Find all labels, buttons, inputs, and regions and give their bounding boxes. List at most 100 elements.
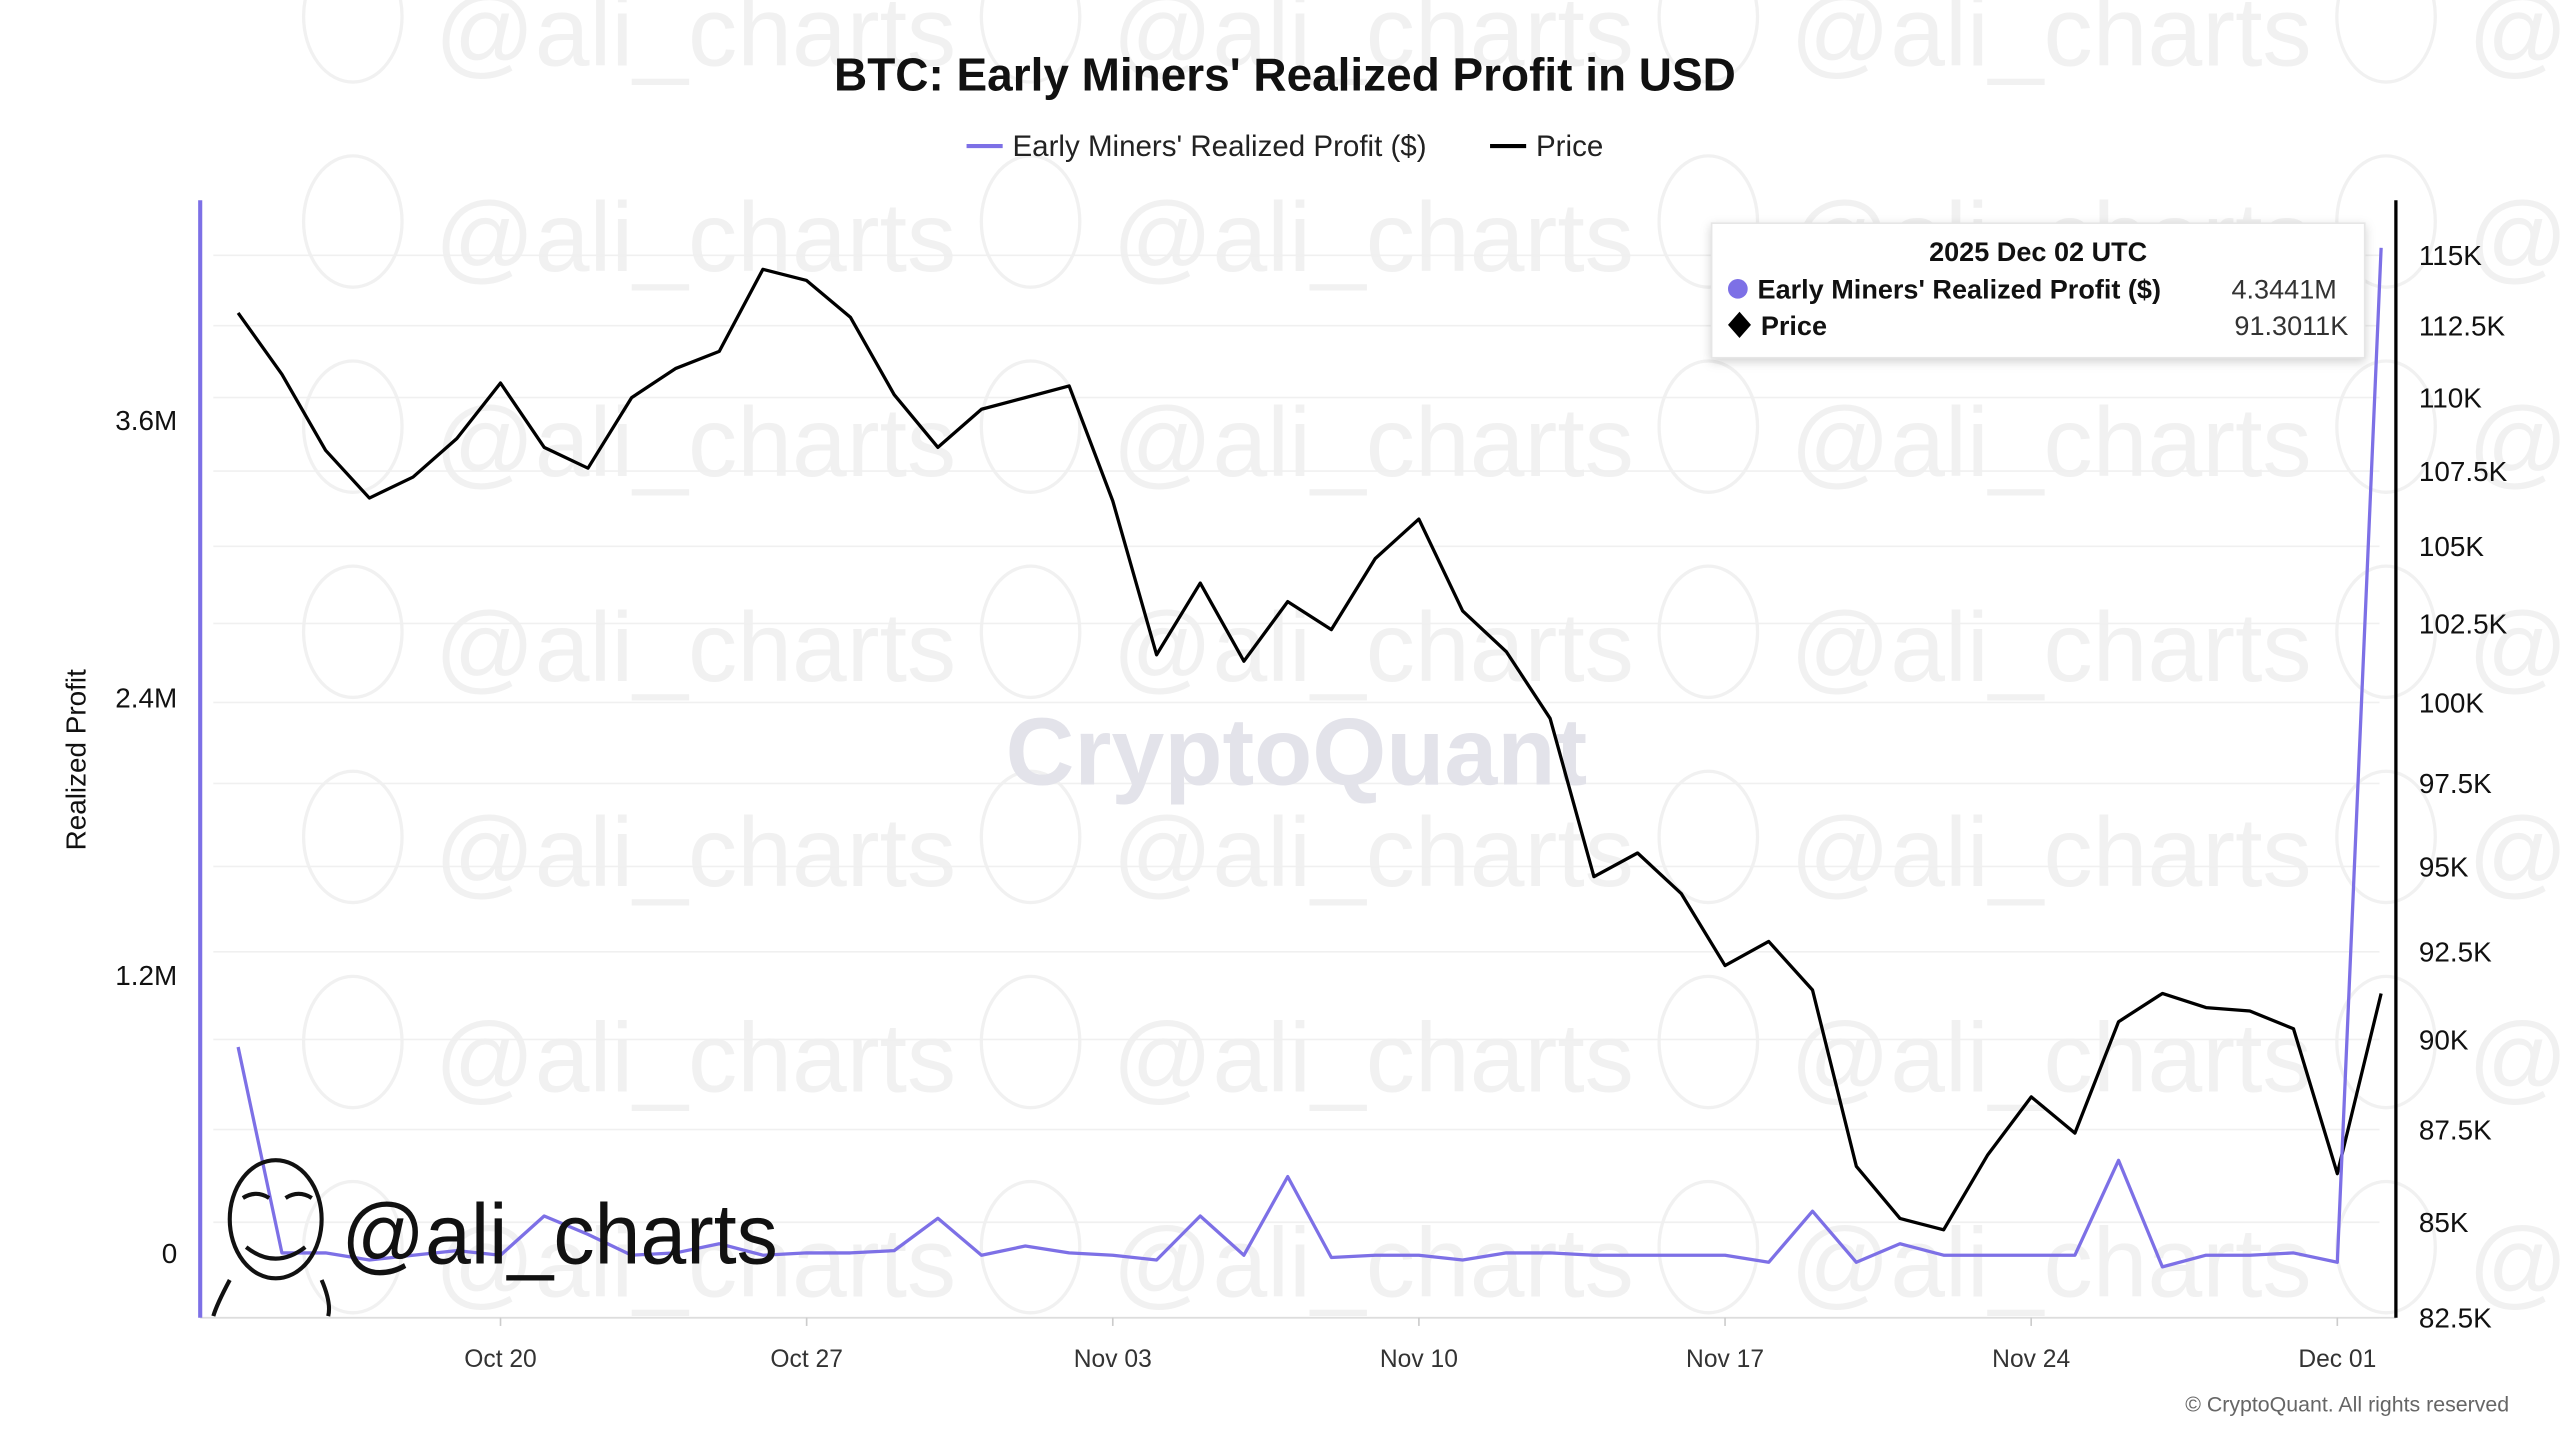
series-line-price [236,267,2383,1232]
watermark-face [979,564,1082,700]
x-tick-label: Nov 17 [1686,1346,1764,1373]
watermark-face [979,769,1082,905]
y-left-tick-label: 1.2M [115,960,177,991]
watermark-face [1657,564,1760,700]
tooltip-label-profit: Early Miners' Realized Profit ($) [1758,274,2161,305]
y-right-tick-label: 90K [2419,1024,2469,1055]
watermark-face [1657,359,1760,494]
watermark-face [301,359,404,494]
watermark-face [979,1179,1082,1315]
watermark-face [301,154,404,289]
watermark-text: @ali_charts [1790,797,2311,907]
watermark-face [2335,564,2437,700]
face-illustration [211,1158,332,1317]
watermark-face [2335,769,2437,905]
watermark-face [1657,769,1760,905]
watermark-face [301,769,404,905]
watermark-face [2335,359,2437,494]
y-right-tick-label: 82.5K [2419,1303,2492,1334]
watermark-text: @ali_charts [435,1207,956,1317]
tooltip-label-price: Price [1761,310,1827,341]
watermark-face [979,0,1082,84]
ali-charts-logo: @ali_charts [211,1158,778,1317]
watermark-text: @ali_charts [1790,387,2311,497]
watermark-face [2335,974,2437,1110]
watermark-face [301,564,404,700]
y-right-tick-label: 115K [2419,240,2482,271]
watermark-text: @ali_charts [1790,0,2311,87]
y-right-tick-label: 87.5K [2419,1114,2492,1145]
watermark-text: @ali_charts [435,387,956,497]
tooltip-date: 2025 Dec 02 UTC [1929,236,2147,267]
copyright: © CryptoQuant. All rights reserved [2185,1392,2509,1416]
legend-label-price: Price [1536,130,1603,163]
y-right-tick-label: 107.5K [2419,456,2508,487]
x-tick-label: Oct 20 [464,1346,537,1373]
y-left-tick-label: 2.4M [115,683,177,714]
watermark-face [1657,0,1760,84]
watermark-face [301,0,404,84]
watermark-text: @ali_charts [435,1002,956,1112]
watermark-text: @ali_charts [435,797,956,907]
watermark-text: @ali_charts [1113,1002,1634,1112]
watermark-text: @ali_charts [2468,387,2560,497]
watermark-text: @ali_charts [1113,387,1634,497]
watermark-text: @ali_charts [1113,182,1634,292]
watermark-text: @ali_charts [1113,797,1634,907]
watermark-face [2335,0,2437,84]
y-right-tick-label: 112.5K [2419,311,2506,342]
watermark-face [1657,1179,1760,1315]
watermark-face [301,974,404,1110]
y-right-tick-label: 110K [2419,382,2482,413]
tooltip-value-profit: 4.3441M [2231,274,2336,305]
watermark-face [979,359,1082,494]
legend-label-profit: Early Miners' Realized Profit ($) [1013,130,1427,163]
y-left-axis-label: Realized Profit [60,669,91,851]
tooltip-value-price: 91.3011K [2234,310,2348,341]
y-left-tick-label: 0 [162,1238,178,1269]
watermark-face [1657,974,1760,1110]
watermark-text: @ali_charts [1113,0,1634,87]
legend: Early Miners' Realized Profit ($) Price [966,130,1603,163]
legend-item-profit[interactable]: Early Miners' Realized Profit ($) [966,130,1427,163]
y-right-tick-label: 102.5K [2419,608,2508,639]
watermark-text: @ali_charts [2468,1002,2560,1112]
watermark-face [1657,154,1760,289]
series-line-realized-profit [236,247,2383,1269]
watermark-text: @ali_charts [2468,182,2560,292]
y-right-tick-label: 97.5K [2419,768,2492,799]
watermark-text: @ali_charts [2468,797,2560,907]
y-left-ticks: 0 1.2M 2.4M 3.6M [115,405,177,1269]
watermark-text: @ali_charts [2468,0,2560,87]
tooltip-circle-marker-icon [1728,278,1748,299]
x-ticks: Oct 20 Oct 27 Nov 03 Nov 10 Nov 17 Nov 24 Dec … [464,1317,2376,1373]
watermark-text: @ali_charts [435,0,956,87]
y-right-tick-label: 100K [2419,687,2485,718]
watermark-text: @ali_charts [2468,592,2560,702]
watermark-face [2335,154,2437,289]
x-tick-label: Nov 10 [1380,1346,1458,1373]
watermark-text: @ali_charts [2468,1207,2560,1317]
x-tick-label: Nov 24 [1992,1346,2070,1373]
chart-title: BTC: Early Miners' Realized Profit in US… [834,48,1736,100]
watermark-text: @ali_charts [1113,1207,1634,1317]
watermark-text: @ali_charts [435,592,956,702]
watermark-cryptoquant: CryptoQuant [1006,699,1588,805]
y-right-tick-label: 105K [2419,531,2485,562]
watermark-text: @ali_charts [1113,592,1634,702]
y-right-tick-label: 92.5K [2419,937,2492,968]
watermark-text: @ali_charts [1790,592,2311,702]
watermark-face [2335,1179,2437,1315]
y-right-tick-label: 95K [2419,851,2469,882]
x-tick-label: Oct 27 [770,1346,843,1373]
legend-item-price[interactable]: Price [1490,130,1603,163]
watermark-text: @ali_charts [1790,1002,2311,1112]
y-right-ticks: 82.5K 85K 87.5K 90K 92.5K 95K 97.5K 100K 102.5K 1… [2419,240,2508,1333]
y-right-tick-label: 85K [2419,1207,2469,1238]
x-tick-label: Dec 01 [2298,1346,2376,1373]
y-left-tick-label: 3.6M [115,405,177,436]
watermark-face [979,974,1082,1110]
tooltip: 2025 Dec 02 UTC Early Miners' Realized P… [1710,222,2366,359]
watermark-pattern: @ali_charts @ali_charts @ali_charts @ali_ch… [301,0,2560,1317]
